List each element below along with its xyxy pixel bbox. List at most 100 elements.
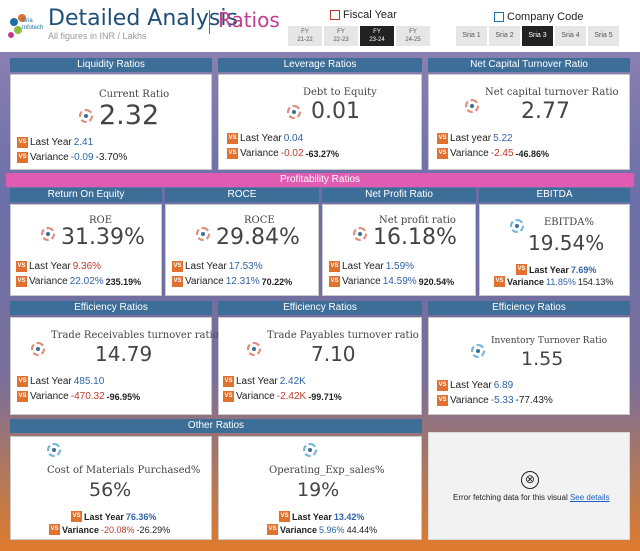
ratio-gauge-icon (31, 342, 45, 356)
vs-icon: VS (329, 261, 340, 272)
fy-option-24-25[interactable]: FY 24-25 (396, 26, 430, 46)
variance-row: VS Variance 14.59% 920.54% (329, 276, 455, 287)
vs-icon: VS (437, 148, 448, 159)
vs-icon: VS (17, 391, 28, 402)
inventory-turnover-card[interactable]: Inventory Turnover Ratio 1.55 VS Last Ye… (428, 317, 630, 415)
kpi-label: EBITDA% (544, 217, 595, 228)
vs-icon: VS (17, 376, 28, 387)
see-details-link[interactable]: See details (569, 493, 610, 502)
kpi-value: 0.01 (311, 99, 360, 124)
roce-card[interactable]: ROCE 29.84% VS Last Year 17.53% VS Varian… (165, 204, 319, 296)
ratio-gauge-icon (471, 344, 485, 358)
fy-option-23-24[interactable]: FY 23-24 (360, 26, 394, 46)
roe-card[interactable]: ROE 31.39% VS Last Year 9.36% VS Variance… (10, 204, 162, 296)
company-code-slicer-title: Company Code (494, 11, 583, 23)
cost-of-materials-card[interactable]: Cost of Materials Purchased% 56% VS Last… (10, 436, 212, 540)
vs-icon: VS (223, 376, 234, 387)
kpi-label: Operating_Exp_sales% (269, 465, 385, 476)
variance-row: VS Variance -2.42K -99.71% (223, 391, 342, 402)
error-visual: ⊗ Error fetching data for this visual Se… (428, 432, 630, 540)
trade-payables-card[interactable]: Trade Payables turnover ratio 7.10 VS La… (218, 317, 422, 415)
kpi-label: Current Ratio (99, 89, 170, 100)
company-option-sria-1[interactable]: Sria 1 (456, 26, 487, 46)
efficiency-ratios-header-2: Efficiency Ratios (218, 301, 422, 315)
last-year-row: VS Last Year 6.89 (437, 380, 514, 391)
sria-infotech-logo-icon (8, 14, 38, 44)
current-ratio-card[interactable]: Current Ratio 2.32 VS Last Year 2.41 VS V… (10, 74, 212, 170)
net-capital-turnover-card[interactable]: Net capital turnover Ratio 2.77 VS Last … (428, 74, 630, 170)
vs-icon: VS (16, 261, 27, 272)
kpi-value: 7.10 (311, 342, 356, 366)
kpi-label: Inventory Turnover Ratio (491, 336, 607, 346)
fy-option-22-23[interactable]: FY 22-23 (324, 26, 358, 46)
table-icon (494, 12, 504, 22)
variance-row: VS Variance -0.09 -3.70% (17, 152, 128, 163)
vs-icon: VS (17, 137, 28, 148)
last-year-row: VS Last Year 2.41 (17, 137, 94, 148)
kpi-label: Net profit ratio (379, 215, 456, 226)
kpi-value: 19.54% (528, 231, 605, 255)
company-option-sria-3[interactable]: Sria 3 (522, 26, 553, 46)
ratio-gauge-icon (465, 99, 479, 113)
net-profit-card[interactable]: Net profit ratio 16.18% VS Last Year 1.59… (322, 204, 476, 296)
roce-header: ROCE (165, 188, 319, 202)
profitability-ratios-header: Profitability Ratios (6, 173, 634, 187)
last-year-row: VS Last Year 17.53% (172, 261, 263, 272)
kpi-label: ROE (89, 215, 113, 226)
last-year-row: VS Last Year 76.36% (71, 511, 157, 522)
company-option-sria-4[interactable]: Sria 4 (555, 26, 586, 46)
debt-to-equity-card[interactable]: Debt to Equity 0.01 VS Last Year 0.04 VS … (218, 74, 422, 170)
kpi-label: Trade Payables turnover ratio (267, 330, 419, 341)
header: Sria Infotech Detailed Analysis All figu… (0, 0, 640, 52)
ratio-gauge-icon (47, 443, 61, 457)
variance-row: VS Variance -470.32 -96.95% (17, 391, 141, 402)
last-year-row: VS Last Year 485.10 (17, 376, 105, 387)
kpi-value: 14.79 (95, 342, 153, 366)
company-option-sria-2[interactable]: Sria 2 (489, 26, 520, 46)
error-close-icon: ⊗ (521, 471, 539, 489)
other-ratios-header: Other Ratios (10, 419, 422, 433)
ebitda-card[interactable]: EBITDA% 19.54% VS Last Year 7.69% VS Vari… (479, 204, 630, 296)
last-year-row: VS Last Year 9.36% (16, 261, 102, 272)
net-capital-turnover-header: Net Capital Turnover Ratio (428, 58, 630, 72)
efficiency-ratios-header-1: Efficiency Ratios (10, 301, 212, 315)
kpi-label: Debt to Equity (303, 87, 377, 98)
ratio-gauge-icon (353, 227, 367, 241)
vs-icon: VS (437, 395, 448, 406)
kpi-value: 2.32 (99, 100, 160, 131)
kpi-value: 29.84% (216, 225, 300, 250)
liquidity-ratios-header: Liquidity Ratios (10, 58, 212, 72)
page-title: Detailed Analysis (48, 6, 238, 31)
kpi-label: ROCE (244, 215, 275, 226)
variance-row: VS Variance -20.08% -26.29% (49, 524, 171, 535)
ratio-gauge-icon (41, 227, 55, 241)
trade-receivables-card[interactable]: Trade Receivables turnover ratio 14.79 V… (10, 317, 219, 415)
operating-exp-sales-card[interactable]: Operating_Exp_sales% 19% VS Last Year 13.… (218, 436, 422, 540)
roe-header: Return On Equity (10, 188, 162, 202)
variance-row: VS Variance -0.02 -63.27% (227, 148, 340, 159)
kpi-value: 2.77 (521, 99, 570, 124)
ebitda-header: EBITDA (479, 188, 630, 202)
ratio-gauge-icon (303, 443, 317, 457)
vs-icon: VS (227, 148, 238, 159)
variance-row: VS Variance 12.31% 70.22% (172, 276, 293, 287)
efficiency-ratios-header-3: Efficiency Ratios (428, 301, 630, 315)
last-year-row: VS Last year 5.22 (437, 133, 513, 144)
fy-option-21-22[interactable]: FY 21-22 (288, 26, 322, 46)
fiscal-year-slicer-title: Fiscal Year (330, 9, 397, 21)
page-subtitle: All figures in INR / Lakhs (48, 31, 147, 41)
last-year-row: VS Last Year 1.59% (329, 261, 415, 272)
page-name: Ratios (218, 8, 280, 32)
last-year-row: VS Last Year 2.42K (223, 376, 306, 387)
last-year-row: VS Last Year 13.42% (279, 511, 365, 522)
vs-icon: VS (49, 524, 60, 535)
ratio-gauge-icon (510, 219, 524, 233)
vs-icon: VS (494, 276, 505, 287)
vs-icon: VS (279, 511, 290, 522)
company-option-sria-5[interactable]: Sria 5 (588, 26, 619, 46)
kpi-label: Trade Receivables turnover ratio (51, 330, 219, 341)
vs-icon: VS (71, 511, 82, 522)
kpi-value: 19% (297, 479, 340, 501)
vs-icon: VS (16, 276, 27, 287)
kpi-value: 56% (89, 479, 132, 501)
